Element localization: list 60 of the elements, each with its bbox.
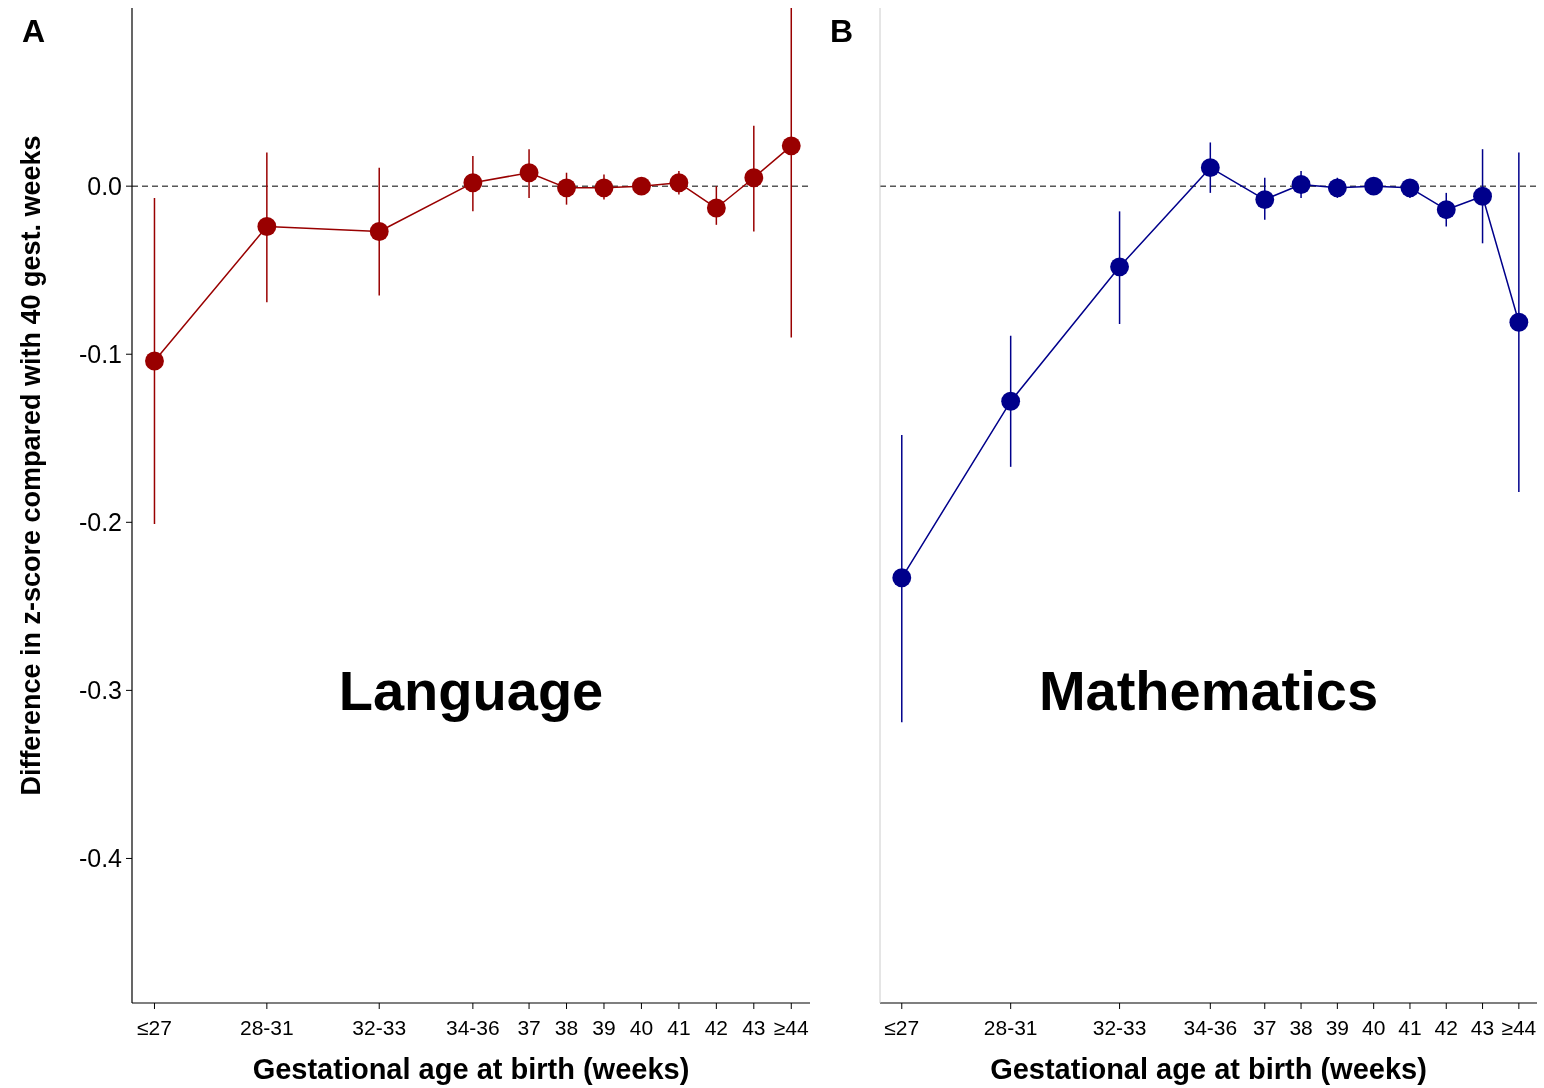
text: A bbox=[22, 13, 46, 49]
point bbox=[257, 217, 277, 236]
x-tick-label: ≥44 bbox=[1501, 1016, 1537, 1039]
x-axis-title: Gestational age at birth (weeks) bbox=[252, 1053, 690, 1085]
y-tick-label: 0.0 bbox=[87, 172, 122, 201]
y-tick-label: -0.4 bbox=[78, 844, 123, 873]
point bbox=[369, 222, 389, 241]
point bbox=[557, 178, 576, 198]
x-tick-label: 28-31 bbox=[239, 1016, 294, 1039]
x-tick-label: 43 bbox=[1470, 1016, 1495, 1039]
x-tick-label: 39 bbox=[1325, 1016, 1350, 1039]
annotation: Language bbox=[338, 659, 604, 722]
x-tick-label: 40 bbox=[1361, 1016, 1386, 1039]
x-tick-label: 41 bbox=[1398, 1016, 1422, 1039]
x-tick-label: 34-36 bbox=[1183, 1016, 1238, 1039]
point bbox=[744, 168, 764, 188]
y-axis-title: Difference in z-score compared with 40 gest. weeks bbox=[16, 135, 46, 796]
point bbox=[1200, 158, 1220, 178]
annotation: Mathematics bbox=[1038, 659, 1379, 722]
point bbox=[1436, 200, 1456, 220]
point bbox=[632, 176, 651, 196]
point bbox=[706, 198, 726, 218]
point bbox=[463, 173, 483, 193]
point bbox=[1400, 178, 1420, 198]
x-tick-label: 37 bbox=[517, 1016, 541, 1039]
x-tick-label: 43 bbox=[742, 1016, 766, 1039]
x-tick-label: ≤27 bbox=[137, 1016, 172, 1039]
x-tick-label: 32-33 bbox=[352, 1016, 407, 1039]
point bbox=[145, 351, 164, 371]
x-tick-label: ≤27 bbox=[884, 1016, 920, 1039]
x-tick-label: 41 bbox=[667, 1016, 691, 1039]
point bbox=[669, 173, 689, 193]
point bbox=[1473, 186, 1492, 206]
x-tick-label: 39 bbox=[592, 1016, 616, 1039]
point bbox=[1110, 257, 1130, 277]
y-tick-label: -0.3 bbox=[78, 676, 122, 705]
y-tick-label: -0.1 bbox=[78, 340, 122, 369]
text: B bbox=[830, 13, 854, 49]
y-tick-label: -0.2 bbox=[78, 508, 122, 537]
point bbox=[892, 568, 912, 588]
x-tick-label: 32-33 bbox=[1092, 1016, 1147, 1039]
x-tick-label: 42 bbox=[1434, 1016, 1458, 1039]
x-tick-label: 38 bbox=[554, 1016, 579, 1039]
x-tick-label: 38 bbox=[1289, 1016, 1313, 1039]
x-tick-label: 34-36 bbox=[446, 1016, 500, 1039]
x-axis-title: Gestational age at birth (weeks) bbox=[990, 1053, 1427, 1085]
point bbox=[1001, 391, 1021, 411]
x-tick-label: 37 bbox=[1253, 1016, 1277, 1039]
point bbox=[519, 163, 539, 183]
point bbox=[594, 178, 614, 198]
point bbox=[1364, 176, 1384, 196]
x-tick-label: 28-31 bbox=[983, 1016, 1038, 1039]
point bbox=[1291, 175, 1311, 194]
x-tick-label: ≥44 bbox=[773, 1016, 810, 1039]
point bbox=[1255, 190, 1275, 210]
x-tick-label: 40 bbox=[629, 1016, 654, 1039]
point bbox=[1327, 178, 1347, 198]
point bbox=[781, 136, 801, 156]
point bbox=[1509, 312, 1529, 332]
x-tick-label: 42 bbox=[704, 1016, 729, 1039]
